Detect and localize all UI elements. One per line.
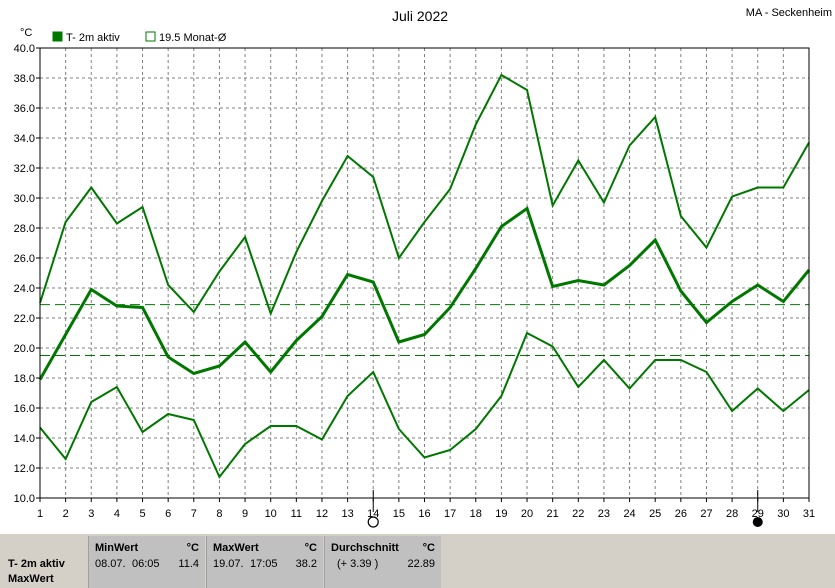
y-tick-labels: 10.0 12.0 14.0 16.0 18.0 20.0 22.0 24.0 26.0 28.0…: [14, 43, 35, 505]
x-tick-label: 15: [393, 508, 405, 520]
stats-max-date: 19.07.: [213, 558, 244, 570]
stats-avg-panel: Durchschnitt °C (+ 3.39 ) 22.89: [324, 536, 441, 588]
y-tick-label: 12.0: [14, 463, 35, 475]
temperature-chart: Juli 2022 MA - Seckenheim °C T- 2m aktiv…: [14, 7, 832, 528]
x-tick-label: 4: [114, 508, 120, 520]
x-tick-label: 29: [752, 508, 764, 520]
series-lines: [38, 73, 811, 479]
grid: [39, 47, 810, 499]
stats-min-time: 06:05: [132, 558, 160, 570]
moon-markers: [367, 490, 763, 528]
series-line-min: [39, 331, 810, 479]
stats-max-panel: MaxWert °C 19.07. 17:05 38.2: [206, 536, 323, 588]
y-tick-label: 20.0: [14, 343, 35, 355]
stats-min-date: 08.07.: [95, 558, 126, 570]
stats-row-label-2: MaxWert: [8, 573, 54, 585]
x-tick-label: 21: [547, 508, 559, 520]
x-tick-label: 26: [675, 508, 687, 520]
y-tick-label: 34.0: [14, 133, 35, 145]
x-tick-label: 8: [216, 508, 222, 520]
x-tick-label: 2: [63, 508, 69, 520]
x-tick-label: 19: [495, 508, 507, 520]
y-tick-label: 38.0: [14, 73, 35, 85]
x-tick-label: 17: [444, 508, 456, 520]
new-moon-icon: [367, 516, 379, 528]
x-tick-label: 10: [265, 508, 277, 520]
stats-min-header: MinWert: [95, 542, 139, 554]
stats-max-time: 17:05: [250, 558, 278, 570]
axes: [36, 47, 810, 502]
stats-min-value: 11.4: [178, 558, 199, 570]
x-tick-label: 25: [649, 508, 661, 520]
x-tick-label: 24: [623, 508, 635, 520]
x-tick-labels: 1 2 3 4 5 6 7 8 9 10 11 12 13 14 15 16 17 18 19 20 21 22 23 24 2…: [37, 508, 815, 520]
series-line-max: [39, 73, 810, 317]
y-tick-label: 22.0: [14, 313, 35, 325]
legend-label-active: T- 2m aktiv: [66, 32, 120, 44]
stats-max-header: MaxWert: [213, 542, 259, 554]
stats-avg-delta: (+ 3.39 ): [337, 558, 379, 570]
x-tick-label: 30: [777, 508, 789, 520]
stats-avg-header: Durchschnitt: [331, 542, 399, 554]
x-tick-label: 22: [572, 508, 584, 520]
full-moon-icon: [752, 517, 763, 527]
y-tick-label: 16.0: [14, 403, 35, 415]
x-tick-label: 20: [521, 508, 533, 520]
stats-row-label-1: T- 2m aktiv: [8, 558, 65, 570]
y-tick-label: 26.0: [14, 253, 35, 265]
y-tick-label: 30.0: [14, 193, 35, 205]
legend-swatch-month-avg: [145, 31, 156, 42]
y-tick-label: 28.0: [14, 223, 35, 235]
stats-min-panel: MinWert °C 08.07. 06:05 11.4: [88, 536, 205, 588]
y-tick-label: 18.0: [14, 373, 35, 385]
x-tick-label: 3: [88, 508, 94, 520]
x-tick-label: 11: [291, 508, 302, 520]
x-tick-label: 7: [191, 508, 197, 520]
y-tick-label: 40.0: [14, 43, 35, 55]
stats-bar: T- 2m aktiv MaxWert MinWert °C 08.07. 06…: [0, 534, 835, 588]
chart-title: Juli 2022: [392, 8, 448, 24]
stats-avg-value: 22.89: [407, 558, 435, 570]
y-tick-label: 24.0: [14, 283, 35, 295]
x-tick-label: 1: [37, 508, 43, 520]
stats-max-value: 38.2: [295, 558, 317, 570]
stats-min-unit: °C: [186, 542, 199, 554]
x-tick-label: 12: [316, 508, 328, 520]
x-tick-label: 14: [367, 508, 379, 520]
x-tick-label: 18: [470, 508, 482, 520]
x-tick-label: 28: [726, 508, 738, 520]
x-tick-label: 16: [418, 508, 430, 520]
y-tick-label: 32.0: [14, 163, 35, 175]
x-tick-label: 5: [139, 508, 145, 520]
station-label: MA - Seckenheim: [746, 7, 832, 19]
stats-max-unit: °C: [304, 542, 317, 554]
legend-label-month-avg: 19.5 Monat-Ø: [159, 32, 227, 44]
x-tick-label: 6: [165, 508, 171, 520]
legend-swatch-active: [52, 31, 63, 42]
y-tick-label: 36.0: [14, 103, 35, 115]
y-tick-label: 14.0: [14, 433, 35, 445]
x-tick-label: 9: [242, 508, 248, 520]
x-tick-label: 23: [598, 508, 610, 520]
y-tick-label: 10.0: [14, 493, 35, 505]
y-axis-unit: °C: [20, 27, 32, 39]
series-line-mean: [38, 206, 811, 381]
x-tick-label: 31: [803, 508, 815, 520]
stats-avg-unit: °C: [422, 542, 435, 554]
x-tick-label: 27: [700, 508, 712, 520]
x-tick-label: 13: [341, 508, 353, 520]
